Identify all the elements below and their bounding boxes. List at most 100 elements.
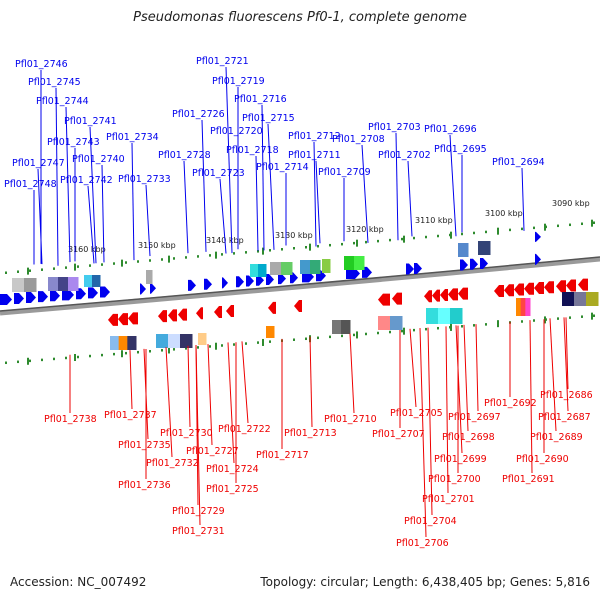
- bottom-gene-label: Pfl01_2686: [540, 390, 593, 401]
- bottom-gene-connector: [529, 320, 533, 474]
- top-gene-label: Pfl01_2718: [226, 145, 279, 156]
- forward-gene-arrow: [414, 262, 422, 274]
- reverse-gene-arrow: [424, 290, 432, 303]
- feature-block: [180, 334, 193, 348]
- genome-backbone: [0, 256, 600, 316]
- feature-block: [58, 277, 69, 291]
- forward-gene-arrow: [535, 253, 541, 265]
- bottom-gene-label: Pfl01_2736: [118, 480, 171, 491]
- reverse-gene-arrow: [214, 305, 222, 318]
- top-gene-label: Pfl01_2745: [28, 77, 81, 88]
- forward-gene-arrow: [188, 279, 196, 291]
- top-gene-connector: [315, 160, 321, 244]
- forward-gene-arrow: [26, 292, 36, 304]
- forward-gene-arrow: [222, 277, 228, 289]
- top-gene-label: Pfl01_2709: [318, 167, 371, 178]
- top-gene-label: Pfl01_2723: [192, 168, 245, 179]
- top-gene-label: Pfl01_2708: [332, 134, 385, 145]
- bottom-gene-connector: [241, 341, 249, 424]
- bottom-gene-label: Pfl01_2713: [284, 428, 337, 439]
- forward-gene-arrow: [50, 290, 60, 302]
- top-gene-connector: [37, 168, 43, 265]
- top-gene-label: Pfl01_2742: [60, 175, 113, 186]
- bottom-gene-connector: [349, 333, 355, 414]
- bottom-gene-connector: [565, 317, 569, 390]
- bottom-gene-label: Pfl01_2722: [218, 424, 271, 435]
- forward-gene-arrow: [406, 263, 414, 275]
- bottom-gene-label: Pfl01_2730: [160, 428, 213, 439]
- reverse-gene-arrow: [432, 289, 440, 302]
- forward-gene-arrow: [38, 291, 48, 303]
- reverse-gene-arrow: [556, 280, 566, 293]
- forward-gene-arrow: [346, 268, 360, 280]
- top-gene-connector: [87, 185, 95, 264]
- top-gene-label: Pfl01_2726: [172, 109, 225, 120]
- reverse-gene-arrow: [226, 305, 234, 318]
- top-gene-label: Pfl01_2695: [434, 144, 487, 155]
- reverse-gene-arrow: [494, 284, 504, 297]
- feature-block: [525, 298, 531, 316]
- feature-block: [332, 320, 342, 334]
- top-gene-connector: [521, 167, 525, 231]
- bottom-gene-label: Pfl01_2699: [434, 454, 487, 465]
- bottom-gene-label: Pfl01_2725: [206, 484, 259, 495]
- bottom-gene-label: Pfl01_2689: [530, 432, 583, 443]
- top-gene-connector: [201, 119, 207, 252]
- top-gene-connector: [449, 134, 457, 237]
- top-gene-connector: [131, 142, 135, 261]
- feature-block: [516, 298, 522, 316]
- top-gene-label: Pfl01_2741: [64, 116, 117, 127]
- reverse-gene-arrow: [268, 301, 276, 314]
- top-gene-connector: [361, 144, 369, 243]
- forward-gene-arrow: [76, 288, 86, 300]
- top-gene-label: Pfl01_2728: [158, 150, 211, 161]
- top-gene-connector: [395, 132, 399, 241]
- bottom-gene-label: Pfl01_2731: [172, 526, 225, 537]
- reverse-gene-arrow: [578, 278, 588, 291]
- top-gene-label: Pfl01_2748: [4, 179, 57, 190]
- reverse-gene-arrow: [440, 289, 448, 301]
- top-gene-connector: [183, 160, 189, 254]
- top-gene-connector: [219, 178, 227, 254]
- top-gene-label: Pfl01_2694: [492, 157, 545, 168]
- feature-block: [258, 264, 267, 277]
- page-title: Pseudomonas fluorescens Pf0-1, complete …: [133, 10, 467, 25]
- top-gene-label: Pfl01_2719: [212, 76, 265, 87]
- bottom-gene-label: Pfl01_2707: [372, 429, 425, 440]
- feature-block: [574, 292, 587, 306]
- feature-block: [84, 275, 93, 287]
- bottom-gene-label: Pfl01_2705: [390, 408, 443, 419]
- bottom-gene-connector: [563, 317, 569, 412]
- bottom-gene-connector: [419, 328, 427, 538]
- forward-gene-arrow: [535, 231, 541, 242]
- forward-gene-arrow: [0, 294, 12, 305]
- bottom-gene-connector: [187, 345, 191, 428]
- feature-block: [270, 262, 282, 275]
- reverse-gene-arrow: [524, 282, 534, 295]
- forward-gene-arrow: [204, 278, 212, 290]
- bottom-gene-connector: [475, 324, 479, 412]
- bottom-gene-label: Pfl01_2738: [44, 414, 97, 425]
- bottom-gene-connector: [409, 328, 417, 408]
- reverse-gene-arrow: [514, 283, 524, 296]
- top-gene-label: Pfl01_2711: [288, 150, 341, 161]
- feature-block: [24, 278, 37, 292]
- bottom-gene-connector: [463, 324, 469, 432]
- feature-block: [110, 336, 120, 350]
- reverse-gene-arrow: [196, 307, 203, 320]
- reverse-gene-arrow: [178, 308, 187, 321]
- top-gene-label: Pfl01_2716: [234, 94, 287, 105]
- reverse-gene-arrow: [168, 309, 177, 322]
- forward-gene-arrow: [140, 283, 146, 295]
- feature-block: [92, 275, 101, 287]
- forward-gene-arrow: [14, 292, 24, 304]
- feature-block: [198, 333, 207, 345]
- feature-block: [310, 260, 321, 274]
- top-gene-connector: [313, 141, 317, 247]
- top-gene-label: Pfl01_2720: [210, 126, 263, 137]
- feature-block: [156, 334, 169, 348]
- reverse-gene-arrow: [566, 279, 576, 292]
- feature-block: [426, 308, 439, 324]
- forward-gene-arrow: [62, 289, 74, 301]
